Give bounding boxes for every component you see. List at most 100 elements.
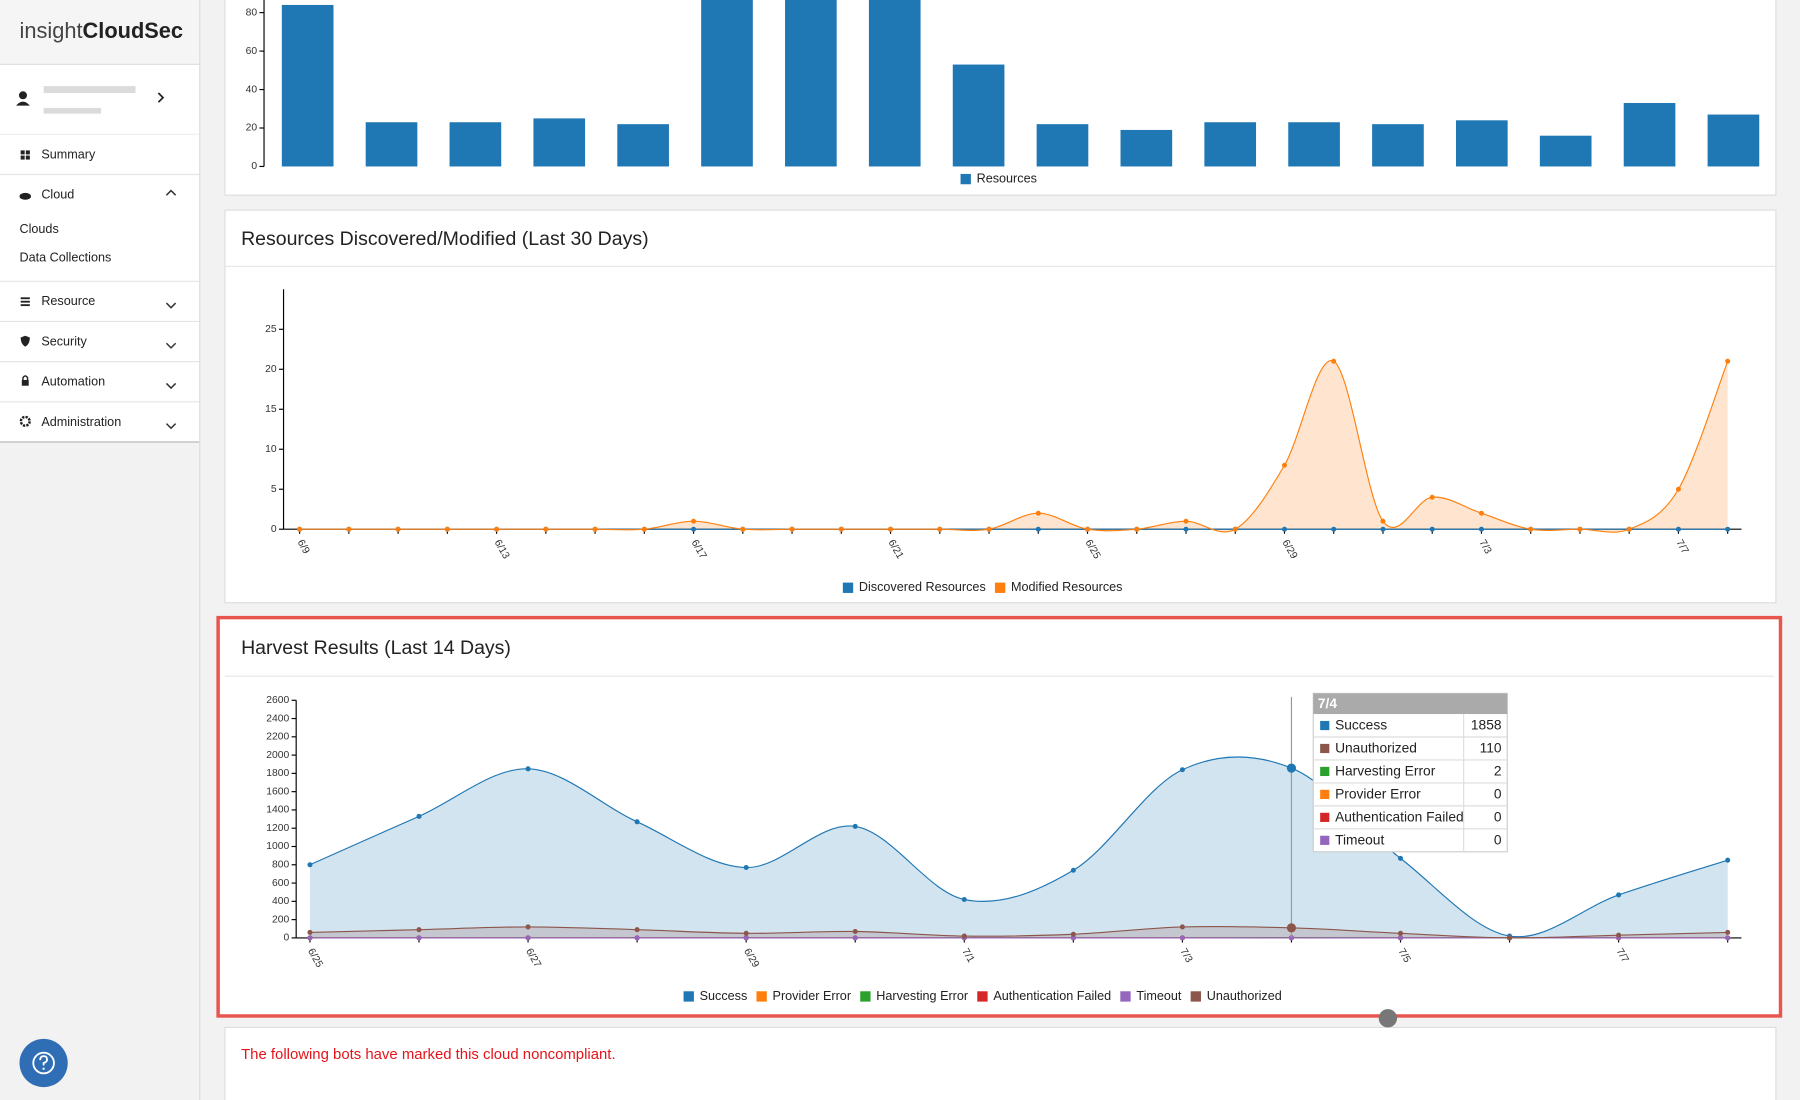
y-tick-label: 25 [265, 324, 277, 335]
icon [19, 192, 31, 200]
point [1397, 855, 1404, 861]
notice: The following bots have marked this clou… [241, 1046, 616, 1063]
nav-item[interactable]: Resource [41, 294, 95, 308]
sidebar: insightCloudSec Summary Cloud Clouds Dat… [0, 0, 201, 1100]
chevron[interactable] [165, 342, 177, 349]
hover-point [1286, 923, 1297, 933]
point [1725, 929, 1731, 935]
bar [365, 122, 418, 167]
icon [21, 379, 29, 386]
y-tick-label: 15 [265, 404, 277, 415]
bar [1455, 120, 1508, 167]
point [416, 927, 422, 933]
logo-area [0, 0, 200, 65]
point [1084, 526, 1091, 532]
point [1070, 867, 1076, 873]
legend-swatch [756, 991, 767, 1002]
point [1397, 935, 1404, 941]
help-icon [39, 1055, 48, 1066]
y-tick-label: 2600 [266, 695, 289, 706]
chevron[interactable] [165, 189, 177, 196]
chevron[interactable] [165, 423, 177, 430]
y-tick-label: 400 [272, 896, 289, 907]
icon [22, 375, 29, 380]
point [416, 935, 422, 941]
y-tick-label: 1000 [266, 841, 289, 852]
point [1577, 526, 1583, 532]
nav-item[interactable]: Summary [41, 147, 96, 161]
icon [20, 335, 30, 347]
point [525, 935, 531, 941]
chart: Resources Discovered/Modified (Last 30 D… [241, 228, 1742, 594]
nav-item[interactable]: Automation [41, 375, 105, 389]
tooltip-swatch [1320, 720, 1330, 731]
tooltip-header [1313, 693, 1508, 715]
icon [20, 300, 30, 303]
nav-item[interactable]: Administration [41, 415, 121, 429]
y-tick-label: 40 [246, 84, 258, 95]
bar [868, 0, 921, 167]
bar [1036, 124, 1089, 167]
point [1507, 935, 1513, 941]
tooltip-label: Success [1335, 718, 1387, 733]
bar [1204, 122, 1257, 167]
y-tick-label: 0 [284, 933, 290, 944]
nav-item[interactable]: Security [41, 334, 87, 348]
bar [701, 0, 753, 167]
bar [785, 0, 837, 167]
point [740, 526, 746, 532]
hover-point [1286, 763, 1297, 773]
tooltip: 7/4 Success 1858 Unauthorized 110 Harvesting … [1312, 692, 1508, 853]
point [1478, 510, 1484, 516]
logo-prefix: insight [20, 18, 83, 43]
chevron[interactable] [165, 382, 177, 390]
point [307, 929, 313, 935]
bar [533, 118, 586, 167]
point [1397, 930, 1404, 936]
y-tick-label: 200 [272, 914, 289, 925]
tooltip-value: 1858 [1471, 718, 1502, 733]
tooltip-value: 110 [1480, 741, 1502, 756]
bar [1372, 124, 1424, 167]
tooltip-value: 0 [1494, 787, 1502, 802]
bar [1623, 103, 1676, 167]
legend-swatch [1120, 991, 1131, 1002]
point [937, 526, 943, 532]
point [1675, 526, 1681, 532]
nav-subitem[interactable]: Clouds [20, 222, 59, 236]
logo: insightCloudSec [20, 18, 184, 43]
point [1725, 526, 1731, 532]
nav-item[interactable]: Cloud [41, 187, 74, 201]
chevron[interactable] [165, 302, 177, 309]
bar [449, 122, 502, 167]
tooltip-label: Provider Error [1335, 787, 1421, 802]
point [1429, 526, 1435, 532]
icon [25, 155, 30, 160]
point [307, 935, 313, 941]
logo-brand: CloudSec [83, 18, 184, 43]
y-tick-label: 0 [251, 161, 257, 172]
point [691, 518, 697, 524]
y-tick-label: 2400 [266, 713, 289, 724]
bar [1707, 114, 1760, 167]
point [592, 526, 598, 532]
point [1070, 931, 1076, 937]
icon [20, 150, 25, 155]
legend-label: Success [700, 989, 748, 1003]
legend-swatch [1190, 991, 1201, 1002]
point [986, 526, 992, 532]
bar [1539, 135, 1592, 167]
point [691, 526, 697, 532]
y-tick-label: 10 [265, 444, 277, 455]
user-icon[interactable] [18, 91, 27, 100]
resize-handle[interactable] [1378, 1009, 1398, 1028]
legend: Success Provider Error Harvesting Error Aut… [683, 989, 1282, 1003]
point [307, 862, 313, 868]
chevron[interactable] [157, 92, 165, 103]
y-tick-label: 1200 [266, 823, 289, 834]
line [299, 360, 1729, 533]
nav-subitem[interactable]: Data Collections [20, 251, 112, 265]
point [1183, 526, 1189, 532]
point [888, 526, 894, 532]
